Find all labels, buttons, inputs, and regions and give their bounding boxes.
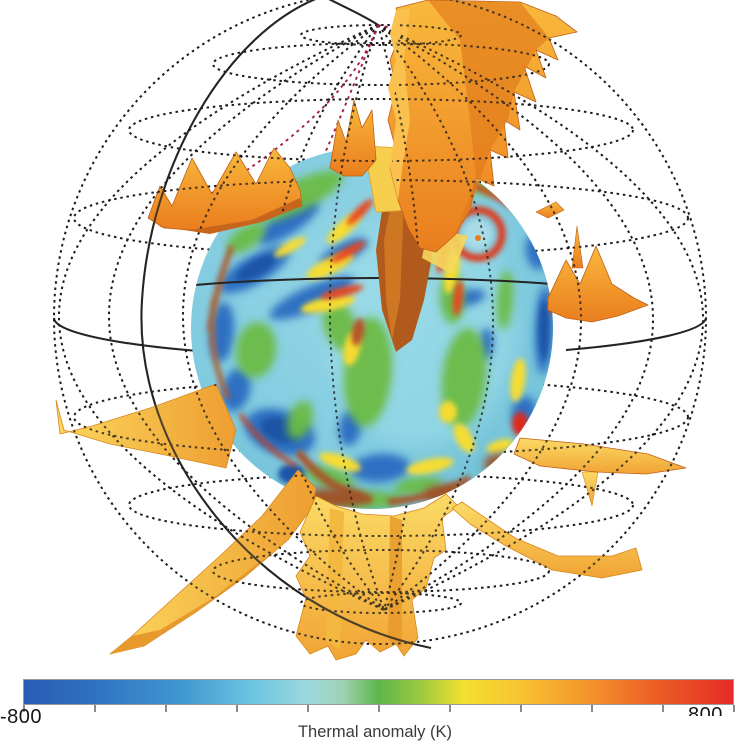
globe-visualization (52, 0, 708, 661)
colorbar-tick (23, 705, 25, 712)
colorbar-max-label-clipped: 800 (688, 707, 734, 716)
colorbar-tick (449, 705, 451, 712)
solid-equator-front (52, 317, 708, 354)
red-dashed-meridians (206, 24, 439, 197)
colorbar-min-label: -800 (0, 706, 43, 728)
colorbar-tick (94, 705, 96, 712)
colorbar (23, 679, 734, 705)
colorbar-max-label: 800 (688, 707, 734, 716)
colorbar-tick (165, 705, 167, 712)
colorbar-tick (662, 705, 664, 712)
colorbar-tick (733, 705, 735, 712)
colorbar-tick (307, 705, 309, 712)
colorbar-tick (591, 705, 593, 712)
colorbar-tick (520, 705, 522, 712)
solid-meridian (140, 0, 432, 650)
colorbar-tick (378, 705, 380, 712)
colorbar-tick (236, 705, 238, 712)
colorbar-title: Thermal anomaly (K) (297, 723, 453, 741)
